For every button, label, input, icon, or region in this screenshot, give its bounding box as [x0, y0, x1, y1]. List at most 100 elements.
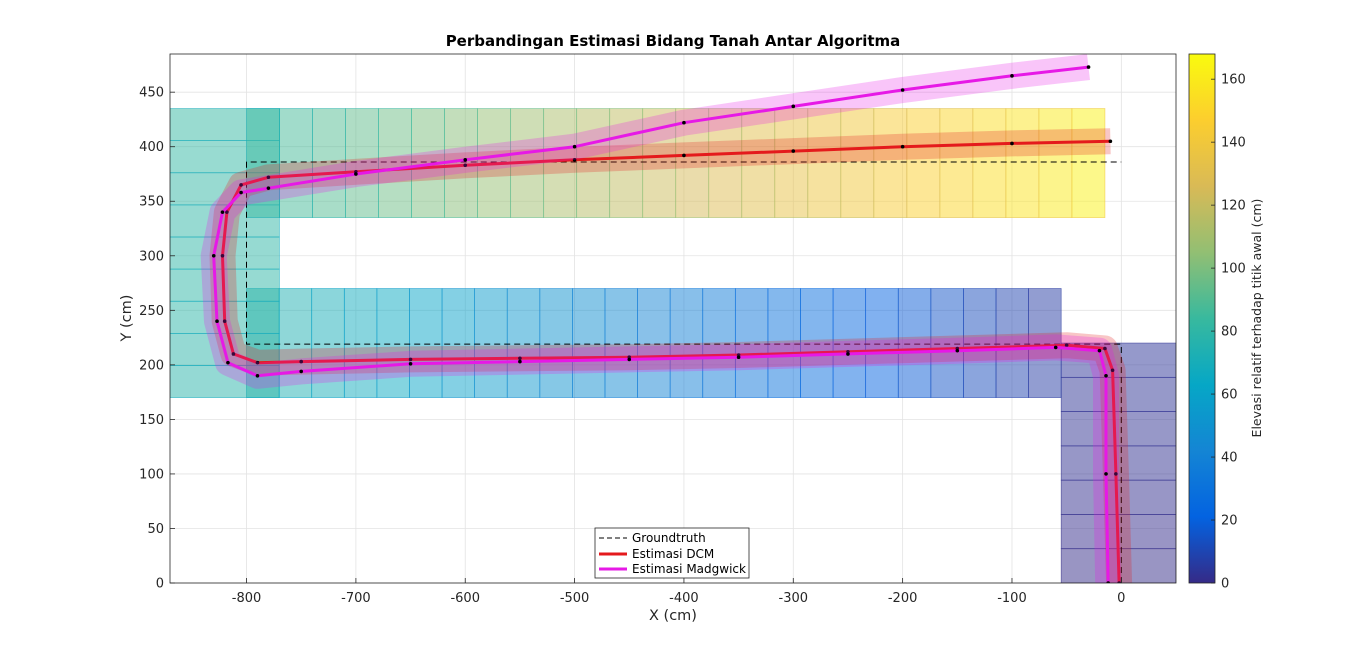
series-point — [299, 369, 304, 374]
series-point — [1086, 65, 1091, 69]
colorbar-label: Elevasi relatif terhadap titik awal (cm) — [1249, 199, 1264, 438]
legend-entry-madgwick: Estimasi Madgwick — [632, 562, 746, 576]
ground-plane-tile — [840, 108, 875, 218]
colorbar-ticks: 0 20 40 60 80 100 120 140 160 — [1211, 73, 1246, 592]
colorbar-tick-label: 160 — [1221, 73, 1246, 88]
ground-plane-tile — [939, 108, 974, 218]
y-tick-label: 50 — [147, 522, 164, 537]
chart-title: Perbandingan Estimasi Bidang Tanah Antar… — [446, 32, 901, 50]
x-tick-label: -200 — [888, 591, 918, 606]
series-point — [239, 183, 243, 187]
ground-plane-tile — [972, 108, 1007, 218]
series-point — [1010, 141, 1014, 146]
series-point — [1114, 472, 1118, 476]
plot-border — [169, 53, 1177, 584]
ground-plane-tile — [734, 288, 769, 398]
ground-plane-tile — [345, 108, 379, 218]
colorbar-tick-label: 140 — [1221, 136, 1246, 151]
series-point — [215, 319, 219, 324]
series-point — [900, 144, 905, 149]
series-point — [682, 153, 686, 158]
ground-plane-tile — [669, 288, 704, 398]
series-point — [231, 352, 236, 356]
series-point — [463, 158, 468, 162]
series-point — [266, 186, 271, 190]
ground-plane-tile — [604, 288, 638, 398]
series-point — [408, 357, 413, 362]
ground-plane-tile — [311, 288, 345, 398]
y-tick-label: 0 — [156, 577, 164, 592]
ground-plane-tile — [539, 288, 573, 398]
legend: Groundtruth Estimasi DCM Estimasi Madgwi… — [594, 527, 750, 579]
series-point — [518, 356, 522, 361]
colorbar-tick-label: 60 — [1221, 388, 1238, 403]
ground-plane-tile — [1038, 108, 1073, 218]
legend-entry-groundtruth: Groundtruth — [632, 531, 706, 545]
series-point — [1064, 343, 1069, 348]
ground-plane-tile — [343, 288, 378, 398]
series-point — [255, 360, 260, 365]
series-point — [354, 172, 358, 176]
ground-plane-tile — [897, 288, 932, 398]
x-tick-label: -700 — [341, 591, 371, 606]
series-point — [572, 158, 577, 162]
ground-plane-tile — [1028, 288, 1062, 398]
x-tick-label: -500 — [560, 591, 590, 606]
colorbar-tick-label: 0 — [1221, 577, 1229, 592]
x-tick-label: -100 — [997, 591, 1027, 606]
ground-plane-tile — [906, 108, 941, 218]
series-point — [1108, 139, 1113, 144]
ground-plane-tile — [1071, 108, 1106, 218]
series-point — [572, 144, 577, 149]
colorbar-tick-label: 120 — [1221, 199, 1246, 214]
ground-plane-tile — [378, 108, 412, 218]
series-point — [846, 352, 850, 356]
legend-entry-dcm: Estimasi DCM — [632, 547, 714, 561]
ground-plane-tile — [609, 108, 644, 218]
ground-plane-tile — [995, 288, 1029, 398]
ground-plane-tile — [572, 288, 606, 398]
series-point — [408, 361, 413, 366]
series-point — [791, 104, 796, 109]
series-point — [1103, 346, 1107, 351]
colorbar-tick-label: 40 — [1221, 451, 1238, 466]
series-point — [220, 253, 225, 258]
series-point — [463, 163, 468, 168]
series-point — [1097, 348, 1102, 353]
y-axis-ticks: 0 50 100 150 200 250 300 350 400 450 — [139, 86, 175, 592]
series-point — [900, 88, 905, 92]
series-point — [518, 359, 522, 364]
y-tick-label: 200 — [139, 358, 164, 373]
series-point — [255, 373, 260, 378]
ground-plane-tile — [441, 288, 475, 398]
y-tick-label: 450 — [139, 86, 164, 101]
series-point — [955, 348, 960, 353]
ground-plane-tile — [807, 108, 842, 218]
x-tick-label: 0 — [1117, 591, 1125, 606]
series-line-groundtruth — [246, 161, 1122, 583]
series-point — [1010, 74, 1014, 78]
y-tick-label: 250 — [139, 304, 164, 319]
series-point — [211, 253, 216, 258]
x-tick-label: -400 — [669, 591, 699, 606]
series-point — [1104, 373, 1108, 378]
ground-plane-tile — [1060, 445, 1176, 481]
colorbar — [1188, 53, 1216, 584]
ground-plane-tile — [376, 288, 410, 398]
series-point — [1117, 581, 1121, 583]
ground-plane-tile — [543, 108, 578, 218]
ground-plane-tile — [702, 288, 736, 398]
series-point — [226, 360, 230, 365]
ground-plane-tile — [741, 108, 776, 218]
ground-plane-tile — [963, 288, 997, 398]
x-axis-label: X (cm) — [649, 608, 697, 624]
series-point — [1053, 345, 1058, 350]
ground-plane-tile — [637, 288, 671, 398]
ground-plane-tile — [409, 288, 443, 398]
ground-plane-tile — [474, 288, 508, 398]
ground-plane-tile — [576, 108, 611, 218]
x-tick-label: -800 — [232, 591, 262, 606]
ground-plane-tile — [708, 108, 743, 218]
colorbar-tick-label: 80 — [1221, 325, 1238, 340]
series-point — [1104, 472, 1108, 476]
